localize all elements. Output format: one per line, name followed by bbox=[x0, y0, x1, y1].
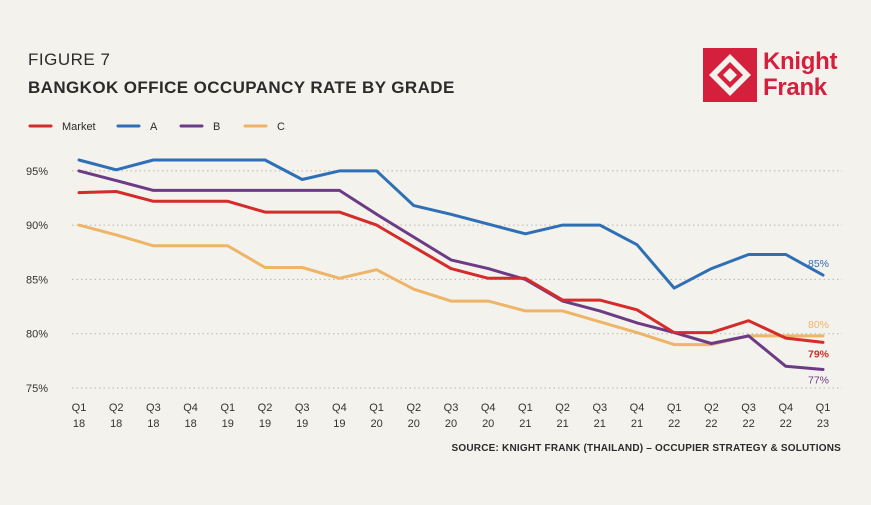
y-tick-label: 95% bbox=[26, 166, 48, 178]
y-tick-label: 80% bbox=[26, 329, 48, 341]
series-end-labels: 79% 85% 77% 80% bbox=[808, 258, 830, 386]
x-tick-label: Q1 bbox=[518, 402, 533, 414]
logo-word-knight: Knight bbox=[763, 48, 838, 75]
x-tick-label: Q2 bbox=[258, 402, 273, 414]
y-axis: 75% 80% 85% 90% 95% bbox=[26, 166, 48, 395]
logo-word-frank: Frank bbox=[763, 74, 827, 101]
x-tick-label: Q4 bbox=[481, 402, 496, 414]
legend-label-market: Market bbox=[62, 121, 96, 133]
x-tick-label: 19 bbox=[259, 418, 271, 430]
x-tick-label: Q4 bbox=[778, 402, 793, 414]
logo-mark-icon bbox=[703, 48, 757, 102]
x-tick-label: 20 bbox=[482, 418, 494, 430]
x-tick-label: Q4 bbox=[183, 402, 198, 414]
x-tick-label: 20 bbox=[408, 418, 420, 430]
x-tick-label: 19 bbox=[222, 418, 234, 430]
end-label-c: 80% bbox=[808, 319, 829, 331]
x-tick-label: 22 bbox=[705, 418, 717, 430]
x-tick-label: 18 bbox=[110, 418, 122, 430]
series-line-b bbox=[77, 169, 825, 371]
x-tick-label: Q4 bbox=[332, 402, 347, 414]
end-label-a: 85% bbox=[808, 258, 829, 270]
x-tick-label: Q1 bbox=[369, 402, 384, 414]
x-tick-label: 21 bbox=[519, 418, 531, 430]
x-tick-label: Q3 bbox=[295, 402, 310, 414]
x-tick-label: 18 bbox=[147, 418, 159, 430]
x-tick-label: Q1 bbox=[667, 402, 682, 414]
x-tick-label: 21 bbox=[631, 418, 643, 430]
end-label-b: 77% bbox=[808, 375, 829, 387]
knight-frank-logo: Knight Frank bbox=[703, 48, 853, 104]
series-line-a bbox=[77, 158, 825, 290]
x-tick-label: Q1 bbox=[816, 402, 831, 414]
y-tick-label: 85% bbox=[26, 274, 48, 286]
x-tick-label: Q2 bbox=[555, 402, 570, 414]
x-tick-label: Q3 bbox=[146, 402, 161, 414]
x-tick-label: 20 bbox=[445, 418, 457, 430]
x-tick-label: Q2 bbox=[406, 402, 421, 414]
x-tick-label: Q2 bbox=[704, 402, 719, 414]
legend-label-c: C bbox=[277, 121, 285, 133]
x-tick-label: 23 bbox=[817, 418, 829, 430]
x-tick-label: 21 bbox=[556, 418, 568, 430]
x-tick-label: 20 bbox=[370, 418, 382, 430]
x-tick-label: Q3 bbox=[444, 402, 459, 414]
x-tick-label: Q3 bbox=[741, 402, 756, 414]
x-tick-label: 18 bbox=[184, 418, 196, 430]
x-tick-label: 22 bbox=[780, 418, 792, 430]
x-tick-label: 19 bbox=[333, 418, 345, 430]
x-tick-label: 18 bbox=[73, 418, 85, 430]
source-note: SOURCE: KNIGHT FRANK (THAILAND) – OCCUPI… bbox=[451, 443, 841, 454]
chart-series bbox=[77, 158, 825, 371]
end-label-market: 79% bbox=[808, 348, 830, 360]
x-tick-label: 22 bbox=[742, 418, 754, 430]
x-tick-label: 19 bbox=[296, 418, 308, 430]
x-tick-label: Q4 bbox=[630, 402, 645, 414]
figure-number: FIGURE 7 bbox=[28, 50, 111, 69]
x-tick-label: Q3 bbox=[592, 402, 607, 414]
chart-title: BANGKOK OFFICE OCCUPANCY RATE BY GRADE bbox=[28, 78, 455, 97]
series-line-market bbox=[77, 190, 825, 344]
x-tick-label: Q1 bbox=[220, 402, 235, 414]
legend-label-a: A bbox=[150, 121, 158, 133]
x-tick-label: 22 bbox=[668, 418, 680, 430]
x-tick-label: Q2 bbox=[109, 402, 124, 414]
chart-legend: Market A B C bbox=[28, 121, 285, 133]
legend-label-b: B bbox=[213, 121, 220, 133]
chart-gridlines bbox=[72, 170, 842, 389]
series-line-c bbox=[77, 223, 825, 347]
x-axis: Q1 18 Q2 18 Q3 18 Q4 18 Q1 19 Q2 19 Q3 19 Q4 19 Q1 20 Q2 20… bbox=[72, 402, 831, 430]
x-tick-label: 21 bbox=[594, 418, 606, 430]
y-tick-label: 75% bbox=[26, 383, 48, 395]
x-tick-label: Q1 bbox=[72, 402, 87, 414]
y-tick-label: 90% bbox=[26, 220, 48, 232]
